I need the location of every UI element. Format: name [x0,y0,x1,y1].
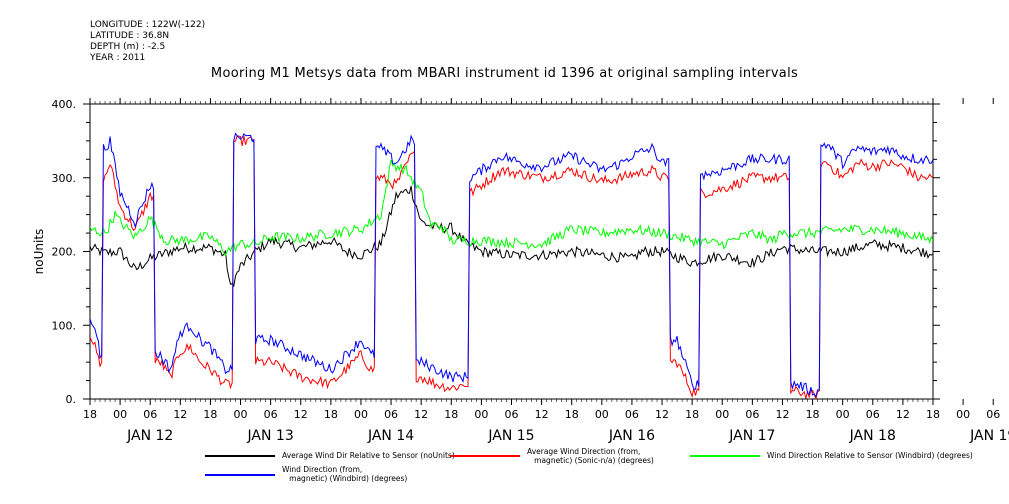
x-tick-label: 00 [595,408,609,421]
x-tick-label: 00 [474,408,488,421]
x-day-label: JAN 17 [728,428,775,444]
x-day-label: JAN 18 [849,428,896,444]
x-tick-label: 18 [324,408,338,421]
x-tick-label: 12 [173,408,187,421]
x-tick-label: 06 [143,408,157,421]
x-tick-label: 12 [896,408,910,421]
series-line [90,132,933,398]
x-tick-label: 06 [745,408,759,421]
x-tick-label: 18 [444,408,458,421]
y-tick-label: 400. [52,98,77,111]
x-day-label: JAN 12 [126,428,173,444]
x-tick-label: 12 [655,408,669,421]
x-day-label: JAN 13 [247,428,294,444]
chart-title: Mooring M1 Metsys data from MBARI instru… [210,66,799,81]
x-tick-label: 00 [113,408,127,421]
meta-latitude: LATITUDE : 36.8N [90,31,170,41]
x-tick-label: 06 [625,408,639,421]
x-tick-label: 06 [264,408,278,421]
y-tick-label: 200. [52,246,77,259]
series-line [90,135,933,399]
x-tick-label: 18 [806,408,820,421]
x-tick-label: 18 [203,408,217,421]
x-tick-label: 06 [986,408,1000,421]
meta-depth: DEPTH (m) : -2.5 [90,42,166,52]
x-tick-label: 00 [354,408,368,421]
metadata-block: LONGITUDE : 122W(-122) LATITUDE : 36.8N … [90,20,205,64]
x-tick-label: 18 [565,408,579,421]
y-tick-label: 300. [52,172,77,185]
x-day-label: JAN 19 [969,428,1009,444]
y-axis-label: noUnits [32,229,46,275]
x-tick-label: 00 [234,408,248,421]
y-tick-label: 0. [66,393,77,406]
x-day-label: JAN 15 [487,428,534,444]
x-day-label: JAN 14 [367,428,414,444]
x-tick-label: 06 [384,408,398,421]
x-tick-label: 12 [414,408,428,421]
y-tick-label: 100. [52,319,77,332]
x-tick-label: 12 [294,408,308,421]
x-tick-label: 12 [775,408,789,421]
x-tick-label: 00 [836,408,850,421]
meta-year: YEAR : 2011 [90,53,146,63]
x-tick-label: 00 [956,408,970,421]
series-line [90,185,933,288]
x-tick-label: 18 [83,408,97,421]
x-tick-label: 00 [715,408,729,421]
x-tick-label: 06 [866,408,880,421]
meta-longitude: LONGITUDE : 122W(-122) [90,20,206,30]
x-tick-label: 12 [535,408,549,421]
series-line [90,159,933,257]
x-tick-label: 18 [926,408,940,421]
x-tick-label: 06 [505,408,519,421]
x-day-label: JAN 16 [608,428,655,444]
x-tick-label: 18 [685,408,699,421]
